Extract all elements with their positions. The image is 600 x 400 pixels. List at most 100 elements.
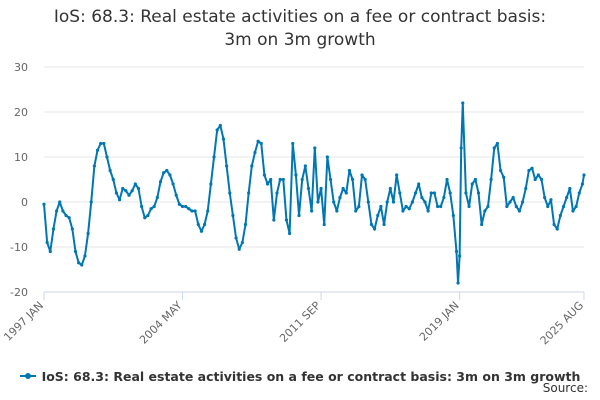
data-point xyxy=(247,191,251,195)
x-axis: 1997 JAN 2004 MAY 2011 SEP 2019 JAN 2025 AUG xyxy=(1,291,586,347)
legend-line-marker-icon xyxy=(19,373,36,379)
data-point xyxy=(558,213,562,218)
data-point xyxy=(105,155,109,159)
data-point xyxy=(517,209,522,213)
data-point xyxy=(561,204,566,209)
data-point xyxy=(395,173,399,177)
data-point xyxy=(328,177,333,182)
data-point xyxy=(360,173,364,177)
data-point xyxy=(417,182,421,186)
data-point xyxy=(442,195,446,200)
data-point xyxy=(253,150,257,155)
data-point xyxy=(366,200,370,204)
data-point xyxy=(459,146,463,150)
data-point xyxy=(77,261,81,265)
data-point xyxy=(80,263,84,267)
data-point xyxy=(325,155,329,159)
data-point xyxy=(565,195,569,200)
data-point xyxy=(265,182,270,186)
data-point xyxy=(571,209,575,213)
data-point xyxy=(140,204,144,209)
data-point xyxy=(102,141,106,146)
data-point xyxy=(410,200,414,204)
data-point xyxy=(225,164,229,168)
data-point xyxy=(313,146,317,150)
y-tick-label: 30 xyxy=(14,61,28,74)
data-point xyxy=(136,186,141,191)
data-point xyxy=(335,209,339,213)
data-point xyxy=(574,204,578,209)
data-point xyxy=(212,155,216,159)
data-point xyxy=(108,168,112,173)
data-point xyxy=(480,222,484,227)
data-point xyxy=(165,168,169,173)
data-point xyxy=(158,180,163,184)
data-point xyxy=(187,207,191,211)
data-point xyxy=(476,191,481,195)
data-point xyxy=(95,148,100,152)
data-point xyxy=(130,189,134,193)
data-point xyxy=(470,182,474,186)
data-point xyxy=(89,200,93,204)
data-point xyxy=(193,209,197,213)
data-point xyxy=(464,191,468,195)
data-point xyxy=(155,195,159,200)
data-point xyxy=(83,254,87,258)
data-point xyxy=(177,202,181,206)
data-point xyxy=(319,186,323,191)
data-point xyxy=(291,141,295,146)
data-point xyxy=(533,177,537,182)
data-point xyxy=(45,240,49,245)
data-point xyxy=(454,249,459,254)
data-point xyxy=(111,177,115,182)
data-point xyxy=(73,249,78,254)
data-point xyxy=(228,191,232,195)
data-point xyxy=(373,227,377,231)
data-point xyxy=(48,249,52,254)
data-point xyxy=(209,182,213,186)
data-point xyxy=(429,191,433,195)
y-tick-label: 10 xyxy=(14,151,28,164)
data-point xyxy=(269,177,273,182)
data-point xyxy=(344,191,348,195)
data-point xyxy=(250,164,254,168)
data-point xyxy=(288,231,292,236)
data-point xyxy=(445,177,449,182)
data-point xyxy=(42,202,46,206)
data-point xyxy=(502,175,506,179)
data-point xyxy=(149,207,153,211)
data-point xyxy=(237,247,241,251)
data-point xyxy=(407,207,411,211)
data-point xyxy=(401,209,405,213)
data-point xyxy=(64,213,68,218)
data-point xyxy=(448,191,452,195)
data-point xyxy=(354,209,358,213)
data-point xyxy=(162,171,166,175)
data-point xyxy=(473,177,477,182)
y-tick-label: -10 xyxy=(10,241,28,254)
data-point xyxy=(492,146,496,150)
data-point xyxy=(278,177,282,182)
data-point xyxy=(206,209,210,213)
x-tick-label: 2019 JAN xyxy=(417,299,462,344)
data-point xyxy=(303,164,307,168)
data-point xyxy=(467,204,471,209)
data-point xyxy=(341,186,345,191)
data-point xyxy=(404,204,408,209)
data-point xyxy=(184,204,188,209)
data-point xyxy=(124,189,128,193)
data-point xyxy=(114,191,119,195)
data-point xyxy=(196,222,200,227)
legend[interactable]: IoS: 68.3: Real estate activities on a f… xyxy=(0,365,600,384)
source-label: Source: xyxy=(542,381,588,395)
data-point xyxy=(495,141,500,146)
data-point xyxy=(555,227,559,231)
data-point xyxy=(376,213,380,218)
series-line[interactable] xyxy=(42,101,586,285)
data-point xyxy=(218,123,222,128)
data-point xyxy=(70,227,74,231)
data-point xyxy=(234,236,238,240)
data-point xyxy=(174,193,178,197)
data-point xyxy=(347,168,352,173)
data-point xyxy=(498,168,503,173)
